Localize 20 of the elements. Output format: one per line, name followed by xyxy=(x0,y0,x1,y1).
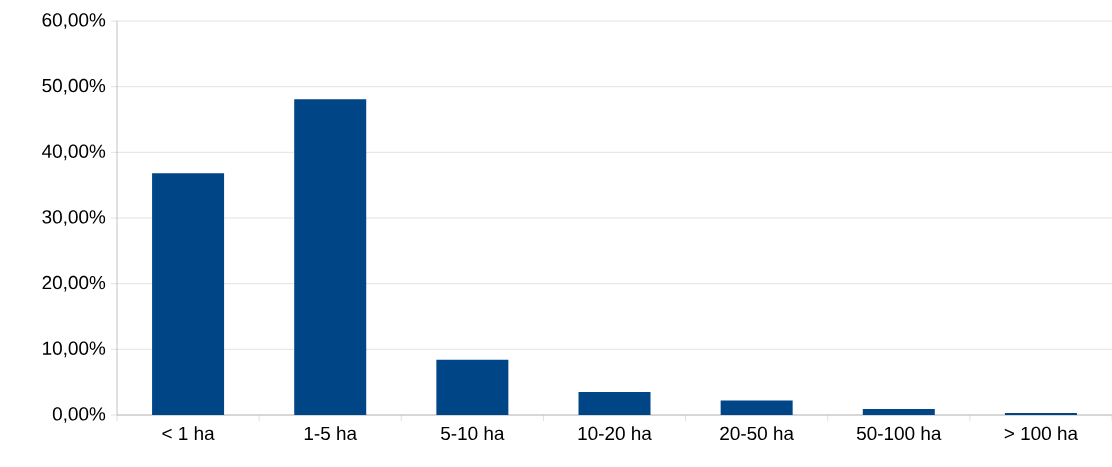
y-tick-label: 40,00% xyxy=(42,144,106,161)
bar xyxy=(294,99,367,415)
y-tick-label: 20,00% xyxy=(42,275,106,292)
x-tick-label: 5-10 ha xyxy=(441,426,505,441)
x-tick-label: 20-50 ha xyxy=(720,426,794,441)
y-tick-label: 30,00% xyxy=(42,210,106,226)
x-tick-label: 10-20 ha xyxy=(578,426,652,441)
y-tick-label: 0,00% xyxy=(52,407,106,423)
bar xyxy=(862,409,935,415)
bar xyxy=(720,400,793,415)
x-tick-label: < 1 ha xyxy=(162,426,215,441)
y-tick-label: 50,00% xyxy=(42,78,106,95)
x-tick-label: 1-5 ha xyxy=(304,426,358,441)
y-tick-label: 60,00% xyxy=(42,13,106,29)
x-tick-label: > 100 ha xyxy=(1004,426,1079,441)
y-tick-label: 10,00% xyxy=(43,341,106,358)
bar xyxy=(436,359,509,415)
bar xyxy=(578,392,651,415)
bar xyxy=(152,173,225,415)
x-tick-label: 50-100 ha xyxy=(856,426,942,441)
